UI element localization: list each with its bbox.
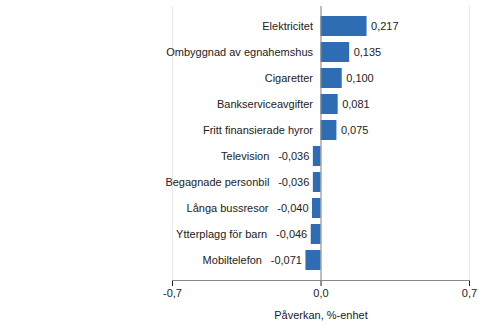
svg-text:-0,046: -0,046 bbox=[276, 228, 307, 240]
svg-text:0,081: 0,081 bbox=[342, 98, 370, 110]
svg-text:-0,036: -0,036 bbox=[278, 176, 309, 188]
svg-text:Begagnade personbil: Begagnade personbil bbox=[165, 176, 269, 188]
svg-text:Cigaretter: Cigaretter bbox=[265, 72, 314, 84]
svg-text:0,217: 0,217 bbox=[371, 20, 399, 32]
svg-text:Fritt finansierade hyror: Fritt finansierade hyror bbox=[203, 124, 313, 136]
svg-text:Ombyggnad av egnahemshus: Ombyggnad av egnahemshus bbox=[166, 46, 313, 58]
svg-text:Mobiltelefon: Mobiltelefon bbox=[203, 254, 262, 266]
svg-text:Television: Television bbox=[221, 150, 269, 162]
svg-text:Elektricitet: Elektricitet bbox=[262, 20, 313, 32]
svg-text:-0,040: -0,040 bbox=[277, 202, 308, 214]
svg-text:0,100: 0,100 bbox=[346, 72, 374, 84]
svg-text:Ytterplagg för barn: Ytterplagg för barn bbox=[176, 228, 267, 240]
svg-text:Långa bussresor: Långa bussresor bbox=[187, 202, 269, 214]
svg-text:Påverkan, %-enhet: Påverkan, %-enhet bbox=[274, 309, 368, 321]
svg-text:-0,036: -0,036 bbox=[278, 150, 309, 162]
svg-text:0,075: 0,075 bbox=[341, 124, 369, 136]
svg-text:-0,071: -0,071 bbox=[271, 254, 302, 266]
svg-text:-0,7: -0,7 bbox=[163, 287, 182, 299]
svg-text:0,0: 0,0 bbox=[313, 287, 328, 299]
svg-text:Bankserviceavgifter: Bankserviceavgifter bbox=[217, 98, 313, 110]
svg-text:0,135: 0,135 bbox=[354, 46, 382, 58]
svg-text:0,7: 0,7 bbox=[462, 287, 477, 299]
